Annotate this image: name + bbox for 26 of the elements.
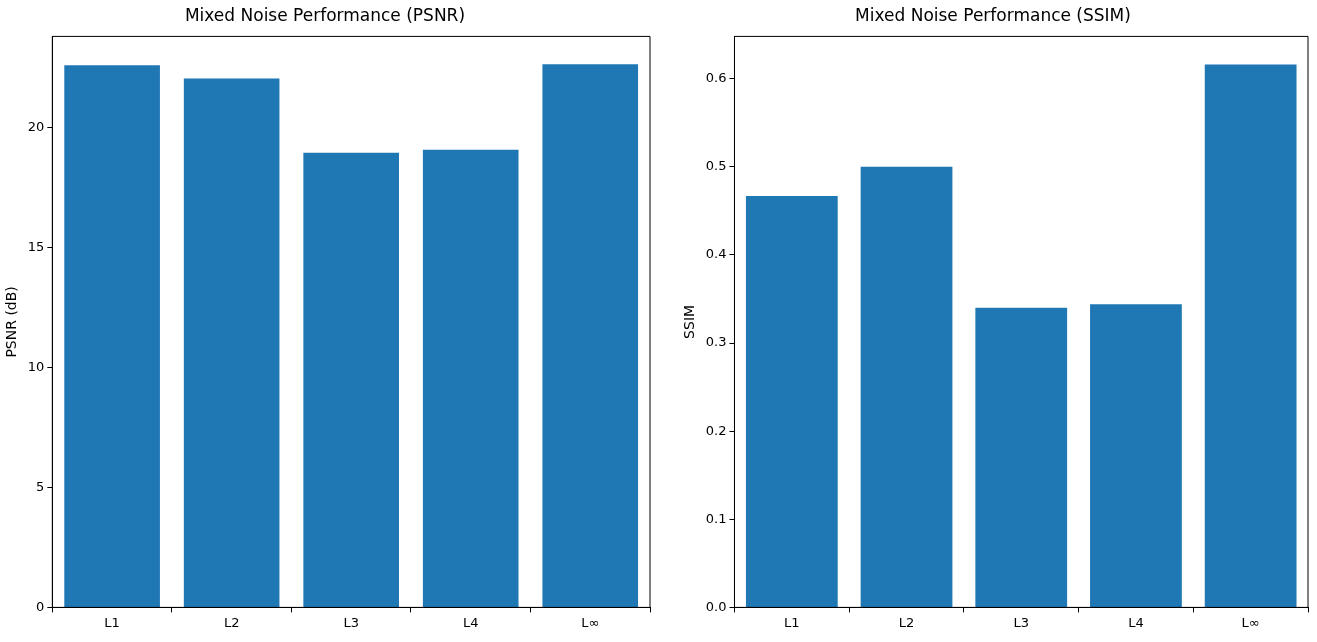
y-tick-label: 20	[27, 118, 45, 134]
x-tick-label: L3	[1013, 614, 1029, 630]
chart-title: Mixed Noise Performance (SSIM)	[855, 4, 1131, 25]
y-tick-label: 0.6	[705, 70, 727, 86]
y-tick-label: 0.3	[705, 334, 727, 350]
chart-title: Mixed Noise Performance (PSNR)	[184, 4, 466, 25]
x-tick-label: L1	[104, 614, 120, 630]
y-tick-label: 0	[36, 598, 45, 614]
y-tick-label: 0.0	[705, 598, 727, 614]
x-tick-label: L4	[462, 614, 479, 630]
x-tick-label: L∞	[1241, 614, 1260, 630]
x-tick-label: L2	[898, 614, 915, 630]
y-axis-title: SSIM	[681, 304, 698, 339]
y-tick-label: 0.5	[705, 158, 727, 174]
y-tick-label: 0.1	[705, 510, 727, 526]
y-tick-label: 5	[36, 478, 45, 494]
x-tick-label: L1	[784, 614, 800, 630]
y-tick-label: 0.4	[705, 246, 727, 262]
y-tick-label: 10	[27, 358, 45, 374]
x-tick-label: L2	[223, 614, 240, 630]
y-axis-title: PSNR (dB)	[3, 286, 20, 358]
y-tick-label: 15	[27, 238, 45, 254]
x-tick-label: L4	[1128, 614, 1144, 630]
x-tick-label: L∞	[581, 614, 600, 630]
y-tick-label: 0.2	[705, 422, 727, 438]
x-tick-label: L3	[343, 614, 359, 630]
